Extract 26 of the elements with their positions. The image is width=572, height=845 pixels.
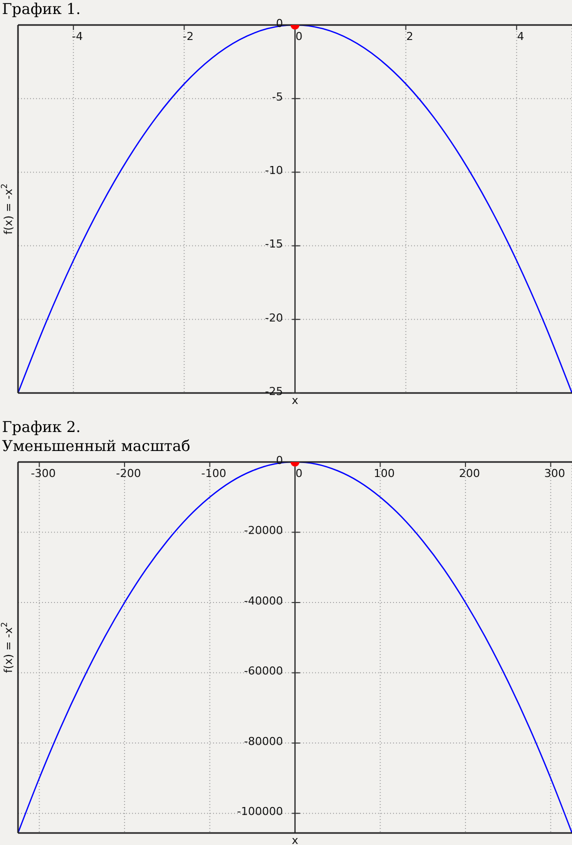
y-tick-label: -20 — [265, 311, 283, 324]
y-tick-label: -20000 — [244, 524, 283, 538]
y-tick-label: -60000 — [244, 664, 283, 678]
x-axis-title: x — [292, 834, 299, 845]
x-tick-label: 0 — [296, 467, 302, 480]
y-tick-label: -15 — [265, 238, 283, 251]
x-tick-label: -100 — [201, 467, 226, 480]
x-tick-label: -2 — [182, 30, 194, 43]
x-tick-label: 0 — [296, 30, 302, 43]
x-tick-label: -200 — [116, 467, 142, 480]
x-tick-label: 200 — [458, 467, 480, 480]
x-tick-label: 4 — [517, 30, 524, 43]
x-tick-label: 100 — [374, 467, 395, 480]
chart-title: График 2. — [1, 418, 82, 437]
x-tick-label: 2 — [406, 30, 414, 43]
chart-title: График 1. — [2, 0, 81, 18]
chart-subtitle: Уменьшенный масштаб — [2, 437, 190, 455]
y-tick-label: -80000 — [244, 734, 283, 748]
y-tick-label: -10 — [265, 164, 283, 178]
y-tick-label: -5 — [272, 90, 283, 104]
x-tick-label: -4 — [72, 30, 83, 43]
y-tick-label: -40000 — [244, 594, 283, 608]
y-tick-label: -100000 — [237, 805, 283, 818]
x-axis-title: x — [292, 394, 299, 407]
x-tick-label: 300 — [544, 467, 566, 480]
x-tick-label: -300 — [30, 467, 56, 480]
